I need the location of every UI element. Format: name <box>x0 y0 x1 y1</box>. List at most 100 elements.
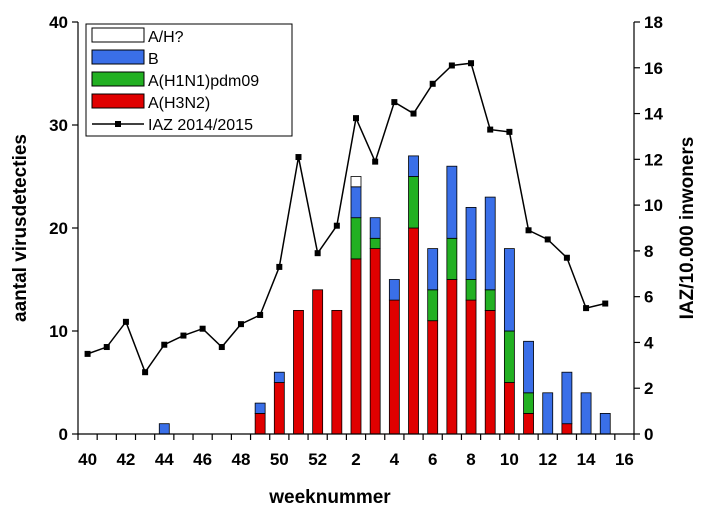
iaz-line-group <box>84 60 609 376</box>
bar-segment <box>446 237 458 280</box>
bar-segment <box>312 289 324 435</box>
bar-segment <box>542 392 554 435</box>
y-left-tick-label: 20 <box>49 219 68 238</box>
x-tick-label: 40 <box>78 450 97 469</box>
bar-segment <box>484 196 496 291</box>
y-left-tick-label: 0 <box>59 425 68 444</box>
y-left-tick-label: 10 <box>49 322 68 341</box>
x-tick-label: 52 <box>308 450 327 469</box>
iaz-point <box>410 110 417 117</box>
y-axis-right-title: IAZ/10.000 inwoners <box>677 137 698 320</box>
iaz-point <box>218 344 225 351</box>
iaz-point <box>583 305 590 312</box>
x-tick-label: 44 <box>155 450 174 469</box>
iaz-point <box>199 325 206 332</box>
x-tick-label: 42 <box>116 450 135 469</box>
iaz-point <box>448 62 455 69</box>
bar-segment <box>446 165 458 239</box>
bar-segment <box>254 402 266 414</box>
x-tick-label: 8 <box>466 450 475 469</box>
bar-segment <box>427 289 439 322</box>
bar-segment <box>503 382 515 435</box>
x-tick-label: 46 <box>193 450 212 469</box>
bar-segment <box>293 309 304 435</box>
y-right-tick-label: 12 <box>644 150 663 169</box>
x-tick-label: 14 <box>577 450 596 469</box>
bar-segment <box>254 412 266 435</box>
bar-segment <box>599 412 611 435</box>
y-right-tick-label: 6 <box>644 288 653 307</box>
bar-segment <box>465 299 477 435</box>
y-right-tick-label: 18 <box>644 13 663 32</box>
x-tick-label: 2 <box>351 450 360 469</box>
bar-segment <box>523 340 534 394</box>
iaz-point <box>487 126 494 133</box>
bar-segment <box>523 412 534 435</box>
x-tick-label: 10 <box>500 450 519 469</box>
bar-segment <box>561 423 573 435</box>
iaz-point <box>142 369 149 376</box>
bar-segment <box>350 217 362 260</box>
bar-segment <box>408 176 419 229</box>
bar-segment <box>350 258 362 435</box>
legend-swatch <box>91 71 145 87</box>
iaz-point <box>122 318 129 325</box>
bar-segment <box>446 279 458 435</box>
iaz-point <box>372 158 379 165</box>
x-tick-label: 48 <box>232 450 251 469</box>
iaz-point <box>429 80 436 87</box>
legend-swatch <box>91 27 145 43</box>
bar-segment <box>273 371 285 383</box>
y-right-tick-label: 2 <box>644 379 653 398</box>
iaz-point <box>276 263 283 270</box>
bar-segment <box>408 227 419 435</box>
iaz-point <box>237 321 244 328</box>
iaz-point <box>525 227 532 234</box>
x-tick-label: 4 <box>390 450 400 469</box>
y-right-tick-label: 16 <box>644 59 663 78</box>
bar-segment <box>523 392 534 414</box>
bar-group <box>158 155 611 435</box>
x-tick-label: 6 <box>428 450 437 469</box>
iaz-point <box>295 154 302 161</box>
iaz-line <box>87 62 606 374</box>
legend-label: IAZ 2014/2015 <box>148 117 253 134</box>
iaz-point <box>257 311 264 318</box>
y-right-tick-label: 14 <box>644 105 663 124</box>
bar-segment <box>350 176 362 188</box>
x-tick-label: 12 <box>538 450 557 469</box>
bar-segment <box>580 392 592 435</box>
iaz-point <box>333 222 340 229</box>
bar-segment <box>484 309 496 435</box>
bar-segment <box>427 320 439 435</box>
iaz-point <box>602 300 609 307</box>
iaz-point <box>506 128 513 135</box>
bar-segment <box>503 248 515 332</box>
bar-segment <box>408 155 419 177</box>
bar-segment <box>369 248 381 435</box>
iaz-point <box>180 332 187 339</box>
iaz-point <box>103 344 110 351</box>
bar-segment <box>465 279 477 301</box>
bar-segment <box>158 423 170 435</box>
x-tick-label: 16 <box>615 450 634 469</box>
bar-segment <box>388 299 400 435</box>
iaz-point <box>314 250 321 257</box>
y-axis-left-title: aantal virusdetecties <box>10 134 31 322</box>
bar-segment <box>503 330 515 383</box>
legend-label: A(H3N2) <box>148 95 210 112</box>
legend-line-marker <box>115 121 121 127</box>
iaz-point <box>84 350 91 357</box>
iaz-point <box>353 115 359 122</box>
y-right-tick-label: 10 <box>644 196 663 215</box>
y-left-tick-label: 40 <box>49 13 68 32</box>
iaz-point <box>391 99 398 106</box>
bar-segment <box>273 382 285 435</box>
legend-swatch <box>91 49 145 65</box>
bar-segment <box>369 237 381 250</box>
bar-segment <box>350 186 362 219</box>
x-axis-title: weeknummer <box>268 487 391 508</box>
